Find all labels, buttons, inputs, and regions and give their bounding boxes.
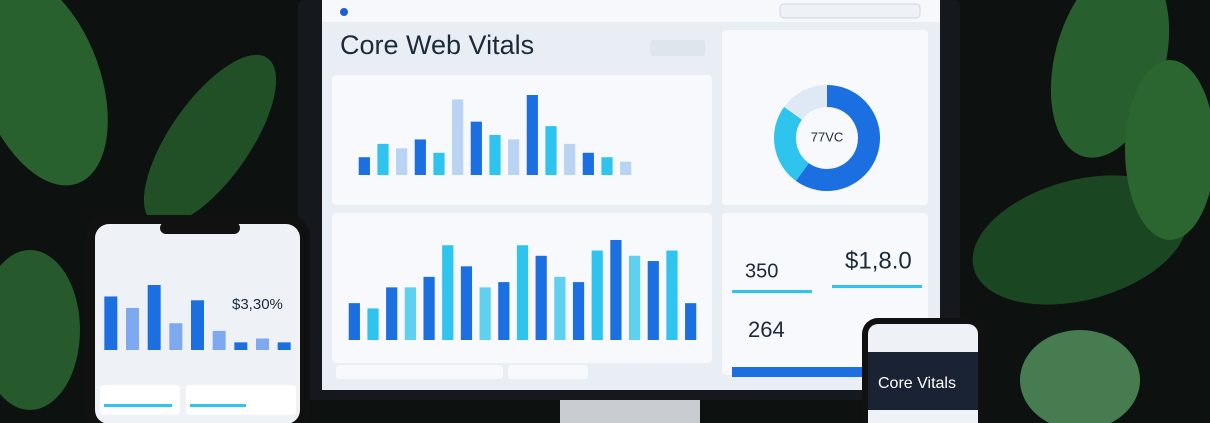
- card-bar: [190, 404, 246, 407]
- action-bar[interactable]: [732, 367, 862, 377]
- phone-title: Core Vitals: [878, 375, 956, 392]
- bar: [629, 255, 641, 340]
- tab[interactable]: [428, 365, 503, 379]
- bar: [460, 266, 473, 340]
- card: [100, 385, 180, 415]
- bar: [377, 143, 389, 175]
- bar: [348, 303, 360, 340]
- bar: [126, 307, 139, 350]
- metric: 264: [748, 317, 785, 342]
- bar: [591, 250, 603, 340]
- metric: 350: [745, 260, 778, 282]
- bar: [191, 300, 204, 350]
- bar: [367, 308, 379, 340]
- bar: [620, 161, 632, 175]
- bar: [386, 287, 398, 340]
- metric-bar: [732, 290, 812, 293]
- metric: $1,8.0: [845, 247, 912, 274]
- donut-center: 77VC: [811, 129, 844, 144]
- bar: [666, 250, 678, 340]
- bar: [470, 121, 482, 175]
- bar: [545, 126, 557, 175]
- bar: [685, 303, 697, 340]
- bar: [404, 287, 416, 340]
- donut-panel: [722, 30, 928, 205]
- button[interactable]: [650, 40, 705, 56]
- search-box[interactable]: [779, 3, 921, 19]
- phone-value: $3,30%: [232, 296, 283, 313]
- bar: [564, 143, 576, 175]
- bar: [479, 287, 491, 340]
- logo: [340, 8, 348, 16]
- bar: [358, 157, 370, 175]
- bar: [277, 342, 291, 350]
- tab[interactable]: [508, 365, 588, 379]
- bar: [601, 157, 613, 175]
- card-bar: [104, 404, 172, 407]
- bar: [414, 139, 426, 175]
- top-chart-panel: [332, 75, 712, 205]
- bar: [234, 342, 248, 350]
- bar: [396, 148, 408, 175]
- metric-bar: [832, 285, 922, 288]
- donut-segment: [774, 106, 810, 181]
- bar: [554, 276, 566, 340]
- bar: [508, 139, 520, 175]
- bar: [498, 282, 510, 340]
- bar: [489, 135, 501, 175]
- bar: [212, 330, 226, 350]
- bar: [535, 255, 547, 340]
- bar: [147, 285, 161, 350]
- phone-right-banner: [868, 352, 978, 410]
- notch: [160, 222, 240, 234]
- bar: [572, 282, 585, 340]
- bar: [647, 261, 659, 340]
- bar: [169, 323, 183, 350]
- card: [186, 385, 296, 415]
- bar: [582, 152, 594, 175]
- bar: [526, 95, 538, 175]
- bar: [423, 276, 435, 340]
- bar: [516, 245, 529, 340]
- bar: [256, 338, 269, 350]
- donut-segment: [784, 85, 828, 121]
- bar: [104, 296, 118, 350]
- bar: [452, 99, 464, 175]
- bar: [433, 152, 445, 175]
- dashboard-title: Core Web Vitals: [340, 30, 534, 60]
- donut-segment: [795, 85, 880, 191]
- bar: [610, 240, 622, 340]
- bar: [442, 245, 454, 340]
- monitor-stand: [560, 400, 700, 423]
